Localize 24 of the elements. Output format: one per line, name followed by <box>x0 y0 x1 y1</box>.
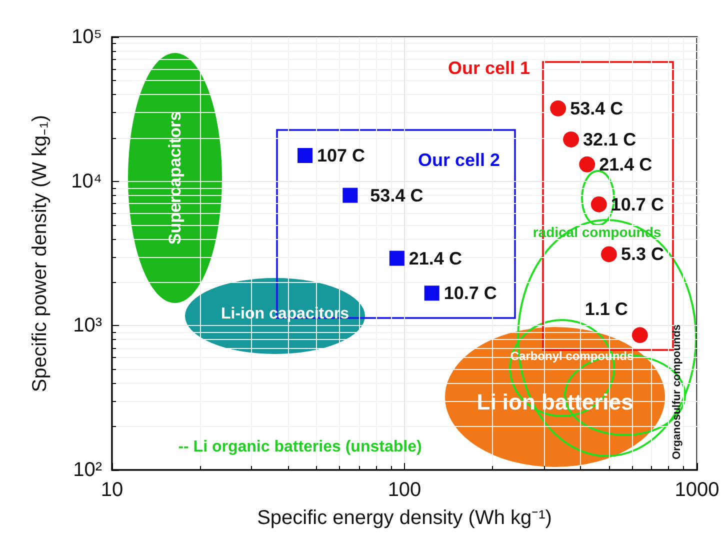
annotation: 1.1 C <box>584 299 628 320</box>
annotation: 10.7 C <box>610 194 664 214</box>
annotation: 32.1 C <box>583 129 636 150</box>
annotation: Supercapacitors <box>166 111 184 245</box>
annotation: 21.4 C <box>599 154 652 174</box>
annotation: 21.4 C <box>408 248 462 268</box>
annotation: 107 C <box>317 146 366 166</box>
annotation: 10.7 C <box>444 283 497 304</box>
y-tick-label: 10² <box>73 459 102 481</box>
x-tick-label: 1000 <box>674 479 720 501</box>
annotation: -- Li organic batteries (unstable) <box>178 438 422 456</box>
annotation: Organosulfur compounds <box>671 324 683 460</box>
series-label: Our cell 1 <box>448 58 530 78</box>
y-axis-title: Specific power density (W kg₋₁) <box>29 114 51 392</box>
text: Our cell 2 <box>418 150 500 170</box>
y-tick-label: 10³ <box>73 314 102 337</box>
y-tick-label: 10⁴ <box>71 170 102 192</box>
x-tick-label: 10 <box>100 479 124 501</box>
annotation: 53.4 C <box>370 185 424 206</box>
x-axis-title: Specific energy density (Wh kg⁻¹) <box>257 507 552 529</box>
annotation: 53.4 C <box>570 98 624 118</box>
y-tick-label: 10⁵ <box>71 26 102 48</box>
x-tick-label: 100 <box>388 479 422 501</box>
annotation: 5.3 C <box>620 244 664 264</box>
